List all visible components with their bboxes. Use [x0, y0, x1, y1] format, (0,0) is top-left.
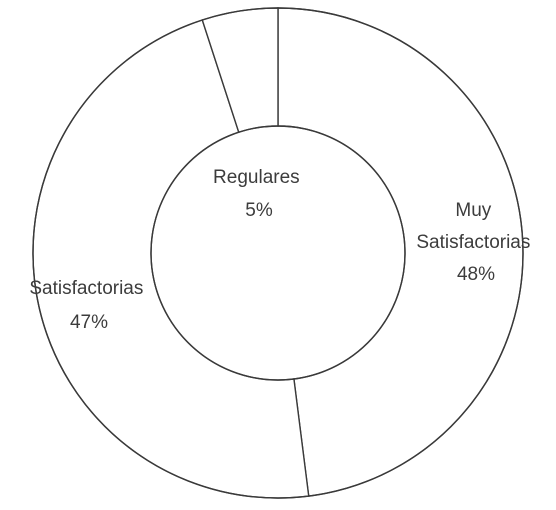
donut-inner-edge	[150, 125, 406, 381]
slice-label-muy-satisfactorias: Muy Satisfactorias 48%	[416, 200, 535, 285]
slice-label-satisfactorias: Satisfactorias 47%	[29, 278, 148, 333]
slice-label-regulares: Regulares 5%	[213, 167, 305, 221]
donut-outer-edge	[32, 7, 524, 499]
donut-slices	[32, 7, 524, 499]
